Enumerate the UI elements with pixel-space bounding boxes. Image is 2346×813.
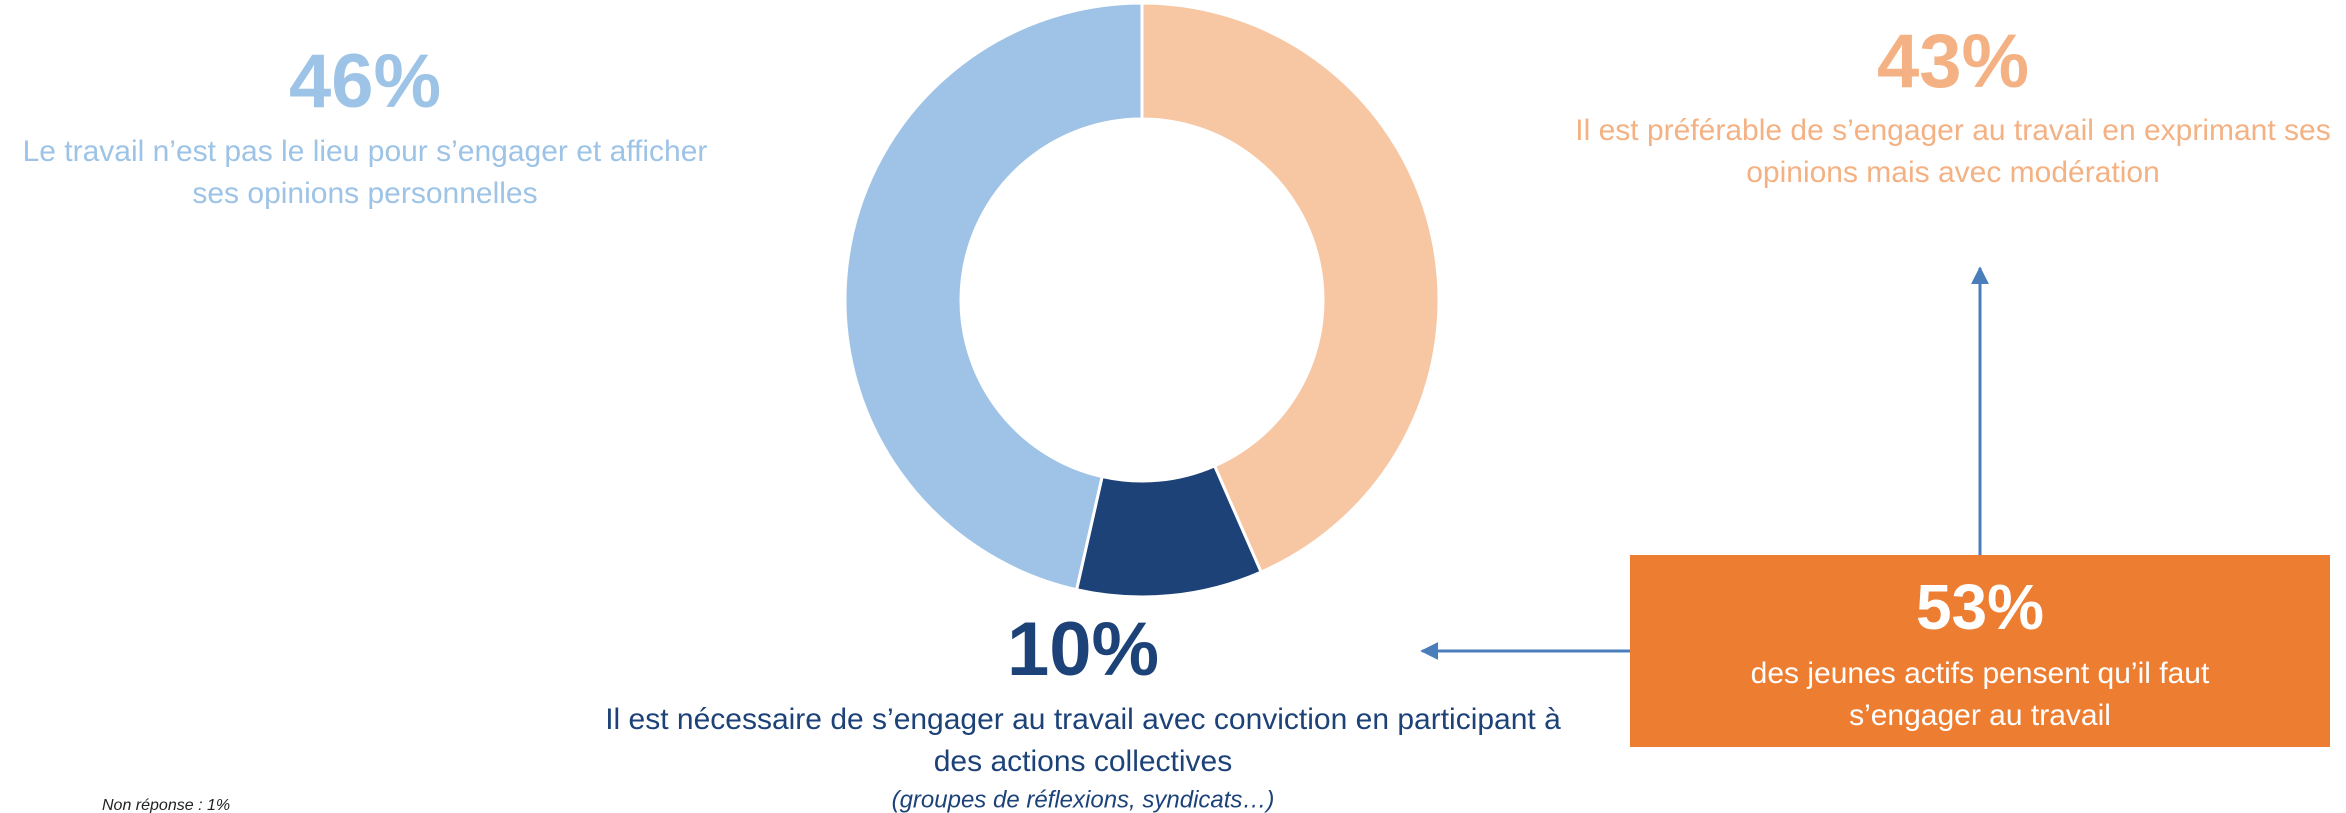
category-label: Le travail n’est pas le lieu pour s’enga… xyxy=(23,135,708,168)
value-label: 43% xyxy=(1877,19,2029,104)
value-label: 10% xyxy=(1007,607,1159,692)
slice xyxy=(1140,1,1441,575)
category-label: Il est nécessaire de s’engager au travai… xyxy=(605,703,1561,736)
callout-text: s’engager au travail xyxy=(1849,699,2111,732)
callout-headline: 53% xyxy=(1916,571,2044,643)
category-label: Il est préférable de s’engager au travai… xyxy=(1575,114,2330,147)
callout-box xyxy=(1630,555,2330,747)
category-label: des actions collectives xyxy=(934,745,1232,778)
category-label: opinions mais avec modération xyxy=(1746,156,2160,189)
slice xyxy=(843,1,1144,592)
sub-note: (groupes de réflexions, syndicats…) xyxy=(892,786,1275,813)
footnote: Non réponse : 1% xyxy=(102,797,230,813)
category-label: ses opinions personnelles xyxy=(192,177,537,210)
callout-text: des jeunes actifs pensent qu’il faut xyxy=(1751,657,2210,690)
value-label: 46% xyxy=(289,39,441,124)
